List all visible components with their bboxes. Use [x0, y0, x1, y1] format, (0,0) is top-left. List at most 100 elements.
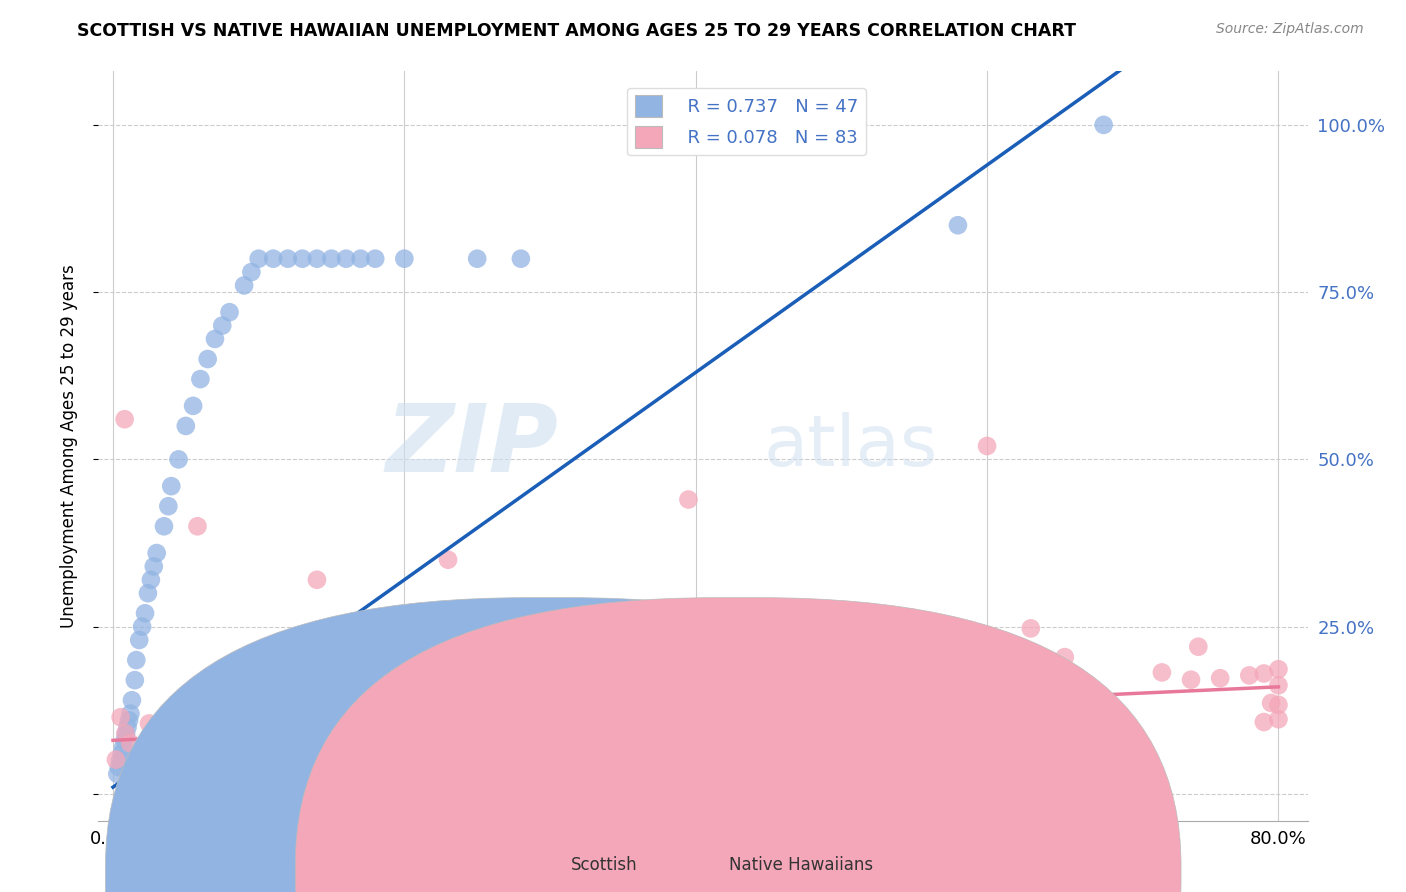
Point [312, 705, 335, 719]
Point [645, 747, 668, 762]
Point [124, 769, 146, 783]
Point [321, 252, 343, 266]
Point [104, 753, 127, 767]
Point [181, 399, 204, 413]
Point [115, 726, 138, 740]
Point [152, 779, 174, 793]
Point [117, 720, 139, 734]
Point [121, 693, 143, 707]
Point [1209, 671, 1232, 685]
Point [267, 723, 290, 738]
Point [142, 736, 165, 750]
Point [166, 764, 188, 779]
Point [1019, 621, 1042, 635]
Point [162, 719, 184, 733]
Point [350, 252, 373, 266]
Point [815, 706, 838, 720]
Point [526, 670, 548, 684]
Text: ZIP: ZIP [385, 400, 558, 492]
Point [294, 691, 316, 706]
Point [1180, 673, 1202, 687]
Text: SCOTTISH VS NATIVE HAWAIIAN UNEMPLOYMENT AMONG AGES 25 TO 29 YEARS CORRELATION C: SCOTTISH VS NATIVE HAWAIIAN UNEMPLOYMENT… [77, 22, 1077, 40]
Point [120, 736, 142, 750]
Point [546, 648, 568, 662]
Point [110, 753, 132, 767]
Point [883, 681, 905, 695]
Point [231, 762, 253, 776]
Point [366, 734, 388, 748]
Point [1092, 118, 1115, 132]
Point [262, 252, 284, 266]
Point [240, 265, 263, 279]
Point [1087, 727, 1109, 741]
Point [678, 492, 700, 507]
Point [976, 439, 998, 453]
Point [110, 710, 132, 724]
Point [330, 771, 353, 785]
Point [467, 700, 489, 714]
Point [447, 704, 470, 718]
Point [394, 252, 416, 266]
Point [276, 764, 298, 779]
Point [249, 724, 271, 739]
Point [1267, 698, 1289, 712]
Point [197, 352, 219, 367]
Point [849, 715, 872, 730]
Point [1253, 666, 1275, 681]
Point [335, 252, 357, 266]
Point [626, 762, 648, 776]
Point [1267, 678, 1289, 692]
Point [153, 519, 176, 533]
Point [714, 701, 737, 715]
Point [1267, 662, 1289, 676]
Point [190, 748, 212, 763]
Point [586, 693, 609, 707]
Point [1253, 714, 1275, 729]
Point [486, 748, 509, 763]
Point [186, 519, 208, 533]
Point [408, 685, 430, 699]
Point [176, 766, 198, 780]
Point [218, 747, 240, 761]
Point [606, 650, 628, 665]
Point [952, 646, 974, 660]
Point [108, 760, 131, 774]
Point [125, 653, 148, 667]
Text: Scottish: Scottish [571, 856, 638, 874]
Point [1150, 665, 1173, 680]
Point [239, 732, 262, 747]
Point [465, 252, 488, 266]
Point [128, 633, 150, 648]
Point [685, 730, 707, 744]
Point [211, 318, 233, 333]
Point [114, 412, 136, 426]
Point [145, 546, 167, 560]
Point [509, 252, 531, 266]
Point [427, 731, 450, 746]
Point [114, 726, 136, 740]
Point [1053, 650, 1076, 665]
Point [1260, 696, 1282, 710]
Point [204, 332, 226, 346]
Point [357, 769, 380, 783]
Point [138, 716, 160, 731]
Text: Source: ZipAtlas.com: Source: ZipAtlas.com [1216, 22, 1364, 37]
Point [131, 620, 153, 634]
Point [302, 690, 325, 704]
Point [200, 735, 222, 749]
Point [305, 252, 328, 266]
Y-axis label: Unemployment Among Ages 25 to 29 years: Unemployment Among Ages 25 to 29 years [59, 264, 77, 628]
Point [128, 769, 150, 783]
Point [986, 743, 1008, 757]
Point [204, 770, 226, 784]
Point [148, 728, 170, 742]
Point [1187, 640, 1209, 654]
Point [1239, 668, 1261, 682]
Point [221, 706, 243, 721]
Point [748, 717, 770, 731]
Point [139, 573, 162, 587]
Point [277, 252, 299, 266]
Point [214, 753, 236, 767]
Point [112, 740, 135, 755]
Point [111, 747, 134, 761]
